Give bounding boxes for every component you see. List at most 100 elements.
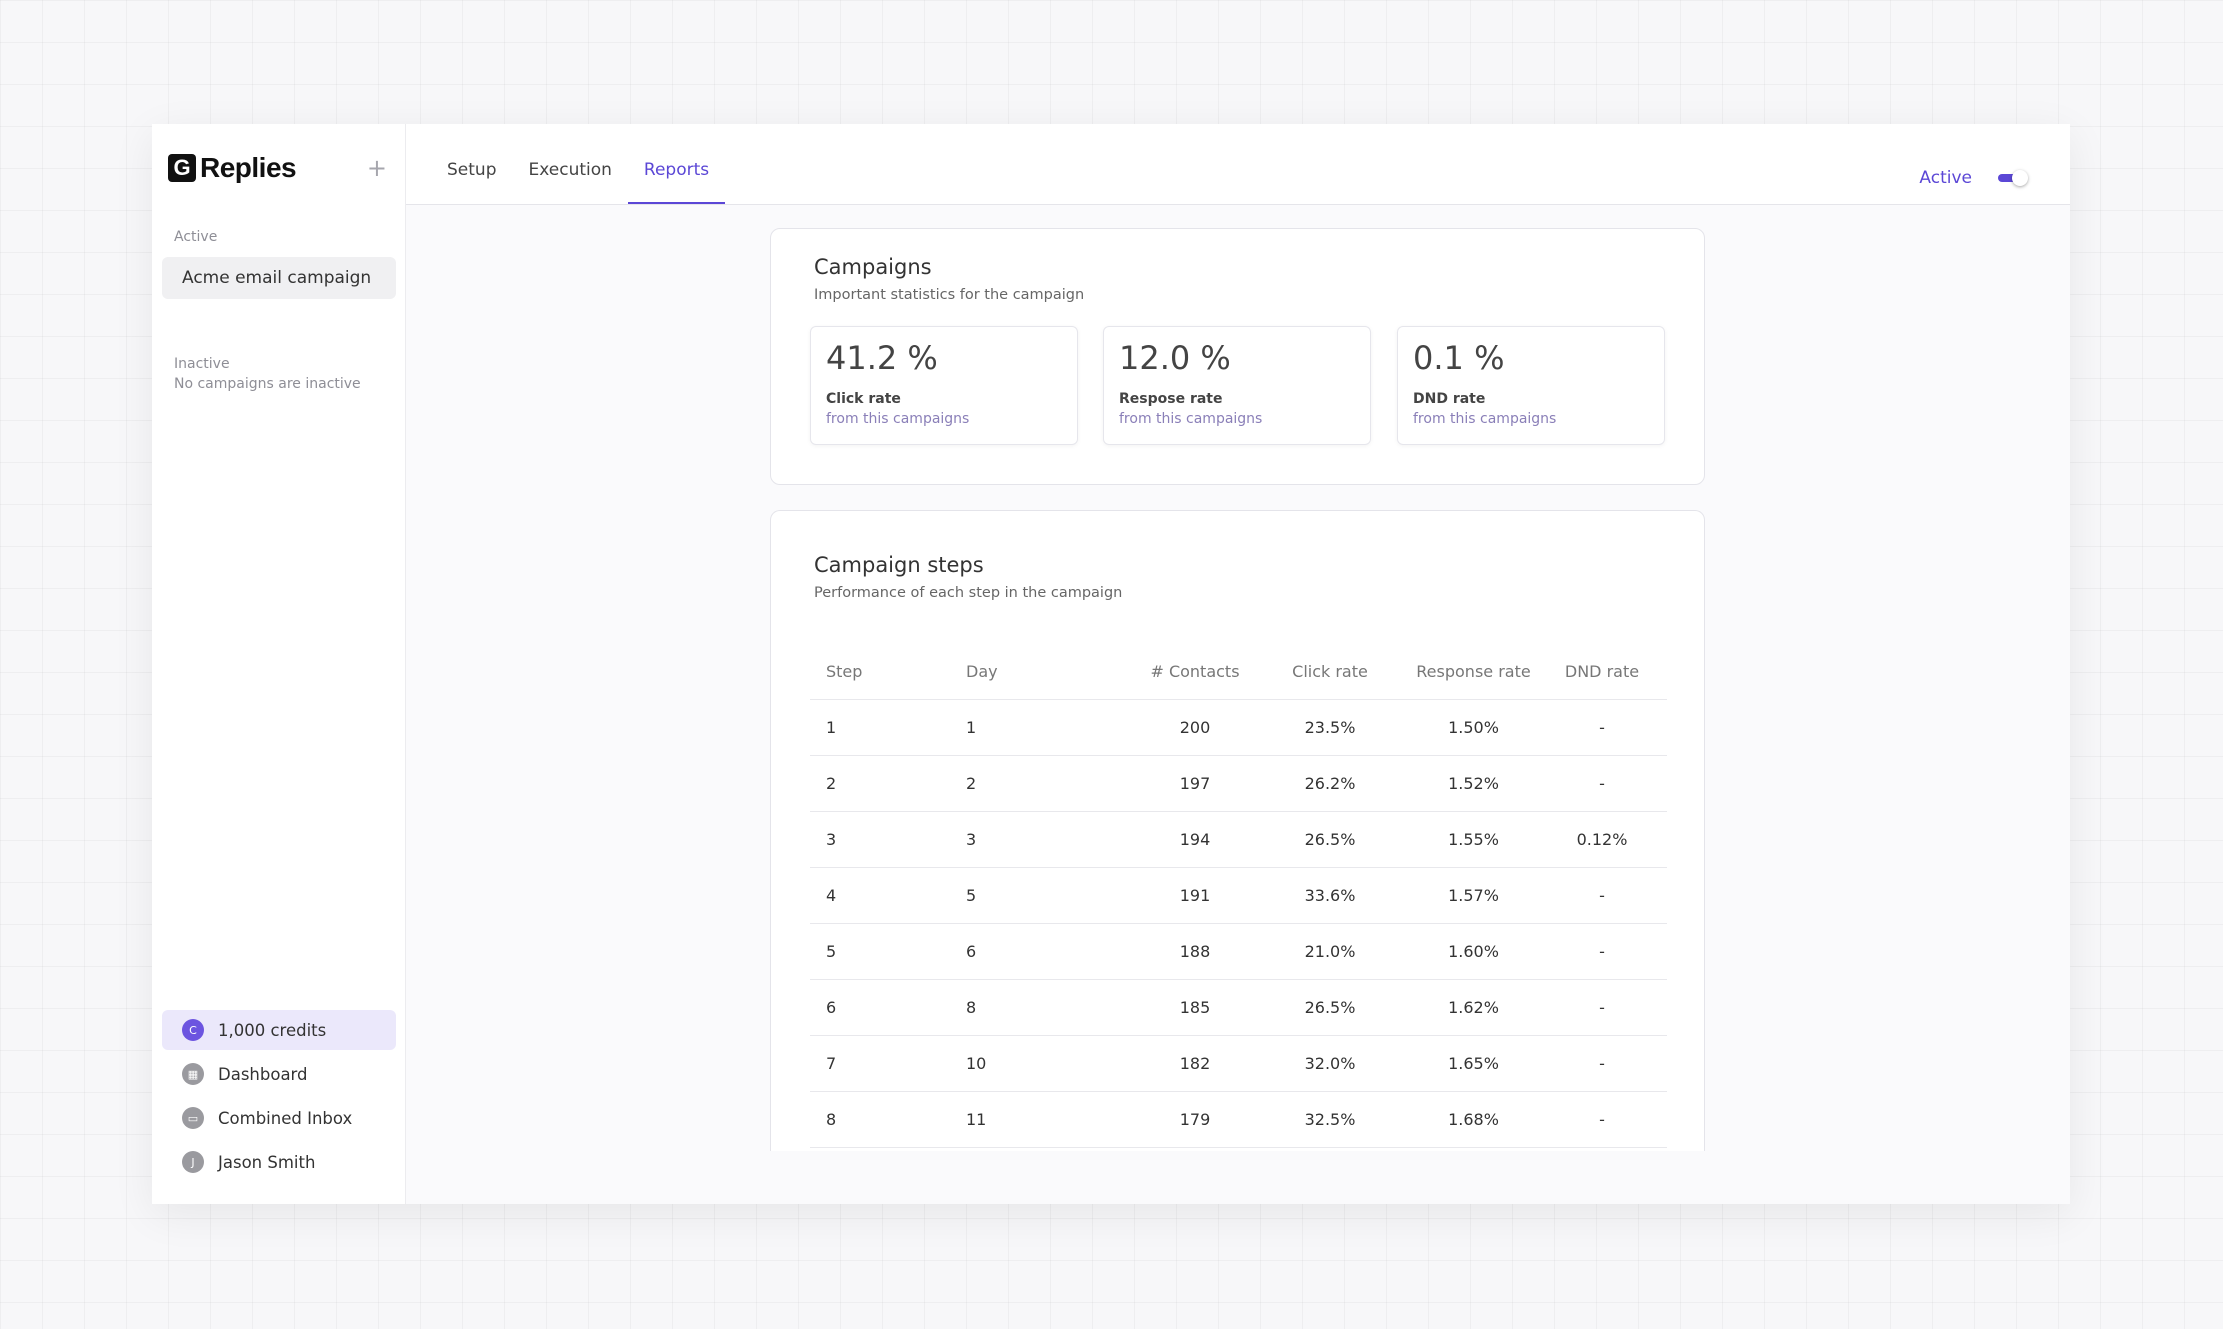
stat-note: from this campaigns [826, 411, 970, 427]
cell-contacts: 194 [1140, 811, 1250, 868]
stat-value: 0.1 % [1413, 339, 1505, 377]
active-toggle[interactable] [1998, 170, 2028, 186]
cell-click-rate: 32.0% [1250, 1035, 1410, 1092]
credits-icon: C [182, 1019, 204, 1041]
cell-click-rate: 26.5% [1250, 811, 1410, 868]
cell-response-rate: 1.52% [1410, 755, 1537, 812]
nav-label-combined-inbox: Combined Inbox [218, 1108, 353, 1128]
table-row: 2 2 197 26.2% 1.52% - [810, 755, 1667, 812]
steps-table: Step Day # Contacts Click rate Response … [810, 643, 1667, 1148]
logo-row: G Replies + [168, 150, 389, 186]
cell-click-rate: 32.5% [1250, 1091, 1410, 1148]
cell-day: 1 [950, 699, 1140, 756]
table-row: 5 6 188 21.0% 1.60% - [810, 923, 1667, 980]
tab-reports[interactable]: Reports [627, 160, 726, 204]
cell-response-rate: 1.68% [1410, 1091, 1537, 1148]
cell-day: 5 [950, 867, 1140, 924]
table-row: 8 11 179 32.5% 1.68% - [810, 1091, 1667, 1148]
cell-contacts: 197 [1140, 755, 1250, 812]
cell-dnd-rate: 0.12% [1537, 811, 1667, 868]
col-header-day: Day [950, 643, 1140, 700]
cell-step: 4 [810, 867, 950, 924]
inactive-empty-note: No campaigns are inactive [174, 376, 361, 392]
stat-click-rate: 41.2 % Click rate from this campaigns [810, 326, 1078, 445]
tab-execution[interactable]: Execution [528, 160, 612, 180]
cell-dnd-rate: - [1537, 1035, 1667, 1092]
inactive-section-label: Inactive [174, 356, 230, 372]
cell-response-rate: 1.50% [1410, 699, 1537, 756]
nav-label-dashboard: Dashboard [218, 1064, 308, 1084]
cell-step: 7 [810, 1035, 950, 1092]
steps-subtitle: Performance of each step in the campaign [814, 585, 1123, 601]
cell-step: 8 [810, 1091, 950, 1148]
cell-click-rate: 26.5% [1250, 979, 1410, 1036]
cell-contacts: 188 [1140, 923, 1250, 980]
cell-response-rate: 1.60% [1410, 923, 1537, 980]
stat-response-rate: 12.0 % Respose rate from this campaigns [1103, 326, 1371, 445]
cell-dnd-rate: - [1537, 979, 1667, 1036]
cell-day: 2 [950, 755, 1140, 812]
cell-contacts: 191 [1140, 867, 1250, 924]
user-name: Jason Smith [218, 1152, 316, 1172]
cell-click-rate: 26.2% [1250, 755, 1410, 812]
col-header-step: Step [810, 643, 950, 700]
col-header-response-rate: Response rate [1410, 643, 1537, 700]
stat-name: Respose rate [1119, 391, 1223, 407]
toggle-knob [2012, 170, 2028, 186]
tab-setup[interactable]: Setup [447, 160, 497, 180]
stat-dnd-rate: 0.1 % DND rate from this campaigns [1397, 326, 1665, 445]
cell-step: 1 [810, 699, 950, 756]
cell-step: 3 [810, 811, 950, 868]
cell-contacts: 185 [1140, 979, 1250, 1036]
add-campaign-button[interactable]: + [366, 154, 387, 182]
cell-response-rate: 1.65% [1410, 1035, 1537, 1092]
campaign-status: Active [1919, 168, 2028, 188]
cell-click-rate: 21.0% [1250, 923, 1410, 980]
table-row: 7 10 182 32.0% 1.65% - [810, 1035, 1667, 1092]
col-header-dnd-rate: DND rate [1537, 643, 1667, 700]
dashboard-icon: ▦ [182, 1063, 204, 1085]
cell-dnd-rate: - [1537, 755, 1667, 812]
stat-name: DND rate [1413, 391, 1486, 407]
steps-title: Campaign steps [814, 553, 984, 577]
cell-step: 2 [810, 755, 950, 812]
table-row: 3 3 194 26.5% 1.55% 0.12% [810, 811, 1667, 868]
cell-step: 6 [810, 979, 950, 1036]
campaigns-card: Campaigns Important statistics for the c… [770, 228, 1705, 485]
inbox-icon: ▭ [182, 1107, 204, 1129]
cell-dnd-rate: - [1537, 923, 1667, 980]
credits-label: 1,000 credits [218, 1020, 327, 1040]
cell-dnd-rate: - [1537, 699, 1667, 756]
cell-contacts: 182 [1140, 1035, 1250, 1092]
cell-dnd-rate: - [1537, 1091, 1667, 1148]
nav-item-dashboard[interactable]: ▦ Dashboard [162, 1054, 396, 1094]
cell-dnd-rate: - [1537, 867, 1667, 924]
sidebar: G Replies + Active Acme email campaign I… [152, 124, 406, 1204]
campaigns-subtitle: Important statistics for the campaign [814, 287, 1085, 303]
table-row: 6 8 185 26.5% 1.62% - [810, 979, 1667, 1036]
campaign-steps-card: Campaign steps Performance of each step … [770, 510, 1705, 1151]
avatar-icon: J [182, 1151, 204, 1173]
stat-name: Click rate [826, 391, 901, 407]
credits-item[interactable]: C 1,000 credits [162, 1010, 396, 1050]
cell-step: 5 [810, 923, 950, 980]
cell-day: 6 [950, 923, 1140, 980]
active-section-label: Active [174, 229, 218, 245]
nav-item-combined-inbox[interactable]: ▭ Combined Inbox [162, 1098, 396, 1138]
cell-day: 10 [950, 1035, 1140, 1092]
stat-note: from this campaigns [1413, 411, 1557, 427]
cell-day: 8 [950, 979, 1140, 1036]
cell-response-rate: 1.55% [1410, 811, 1537, 868]
stat-value: 41.2 % [826, 339, 938, 377]
campaign-item-acme[interactable]: Acme email campaign [162, 257, 396, 299]
nav-item-user[interactable]: J Jason Smith [162, 1142, 396, 1182]
col-header-contacts: # Contacts [1140, 643, 1250, 700]
stat-value: 12.0 % [1119, 339, 1231, 377]
table-header-row: Step Day # Contacts Click rate Response … [810, 643, 1667, 700]
main-content: Setup Execution Reports Active Campaigns… [406, 124, 2070, 1204]
campaigns-title: Campaigns [814, 255, 932, 279]
cell-contacts: 179 [1140, 1091, 1250, 1148]
cell-day: 11 [950, 1091, 1140, 1148]
table-row: 1 1 200 23.5% 1.50% - [810, 699, 1667, 756]
cell-response-rate: 1.62% [1410, 979, 1537, 1036]
